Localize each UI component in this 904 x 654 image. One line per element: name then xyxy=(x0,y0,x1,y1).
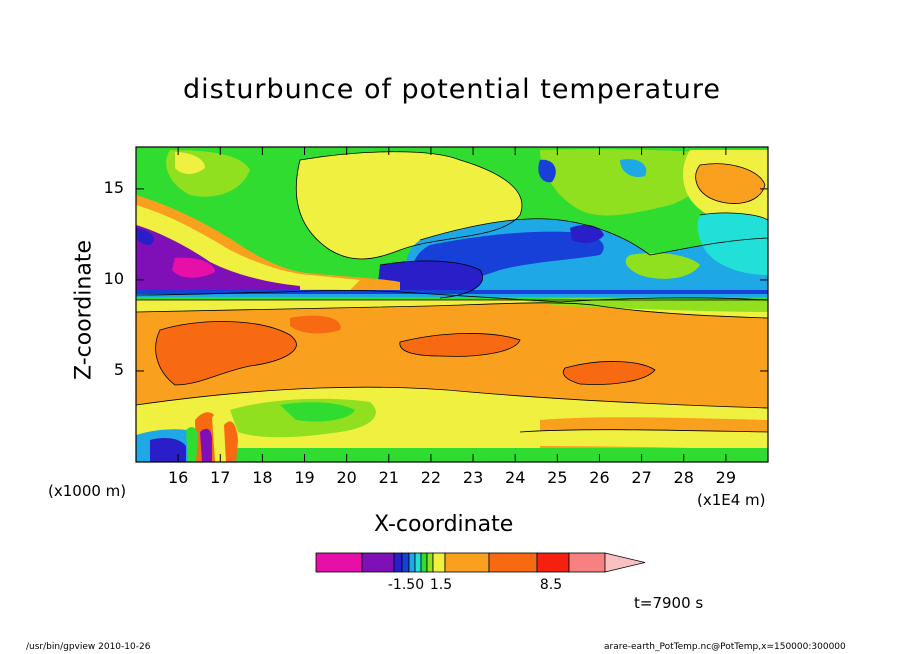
x-unit-label: (x1000 m) xyxy=(48,482,127,500)
colorbar-segment xyxy=(488,552,538,573)
x-tick-label: 26 xyxy=(589,468,610,487)
colorbar-tick-label: 1.5 xyxy=(429,577,453,593)
colorbar-segment xyxy=(361,552,395,573)
x-tick-label: 28 xyxy=(673,468,694,487)
x-tick-label: 21 xyxy=(378,468,399,487)
colorbar-segment xyxy=(426,552,434,573)
colorbar-segment xyxy=(315,552,363,573)
colorbar-segment xyxy=(444,552,490,573)
colorbar-segment xyxy=(432,552,446,573)
colorbar-segment xyxy=(420,552,428,573)
y-tick-marks xyxy=(136,188,768,372)
colorbar-end-arrow xyxy=(604,552,646,573)
colorbar xyxy=(315,552,646,573)
contour-field xyxy=(136,147,768,462)
colorbar-segment xyxy=(536,552,570,573)
x-tick-label: 25 xyxy=(547,468,568,487)
x-tick-label: 19 xyxy=(294,468,315,487)
colorbar-segment xyxy=(568,552,606,573)
colorbar-segment xyxy=(393,552,403,573)
colorbar-tick-label: 8.5 xyxy=(539,577,563,593)
x-tick-label: 22 xyxy=(420,468,442,487)
y-tick-label: 10 xyxy=(103,268,124,288)
plot-frame xyxy=(135,146,769,463)
x-tick-label: 23 xyxy=(462,468,484,487)
x-tick-label: 16 xyxy=(167,468,189,487)
y-tick-label: 15 xyxy=(103,177,124,197)
time-label: t=7900 s xyxy=(634,594,704,612)
x-tick-label: 17 xyxy=(210,468,231,487)
y-tick-label: 5 xyxy=(113,359,124,379)
x-tick-label: 29 xyxy=(715,468,737,487)
x-axis-label: X-coordinate xyxy=(374,512,514,537)
colorbar-segment xyxy=(401,552,410,573)
footer-left: /usr/bin/gpview 2010-10-26 xyxy=(26,642,151,652)
footer-right: arare-earth_PotTemp.nc@PotTemp,x=150000:… xyxy=(604,642,846,652)
x-tick-label: 20 xyxy=(336,468,357,487)
colorbar-tick-label: -1.50 xyxy=(387,577,425,593)
x-tick-label: 18 xyxy=(252,468,273,487)
x-tick-marks xyxy=(177,147,727,462)
x-tick-label: 27 xyxy=(631,468,652,487)
colorbar-segment xyxy=(408,552,416,573)
x-exponent-label: (x1E4 m) xyxy=(697,491,766,509)
chart-title: disturbunce of potential temperature xyxy=(183,74,721,105)
x-tick-label: 24 xyxy=(505,468,526,487)
colorbar-segment xyxy=(414,552,422,573)
